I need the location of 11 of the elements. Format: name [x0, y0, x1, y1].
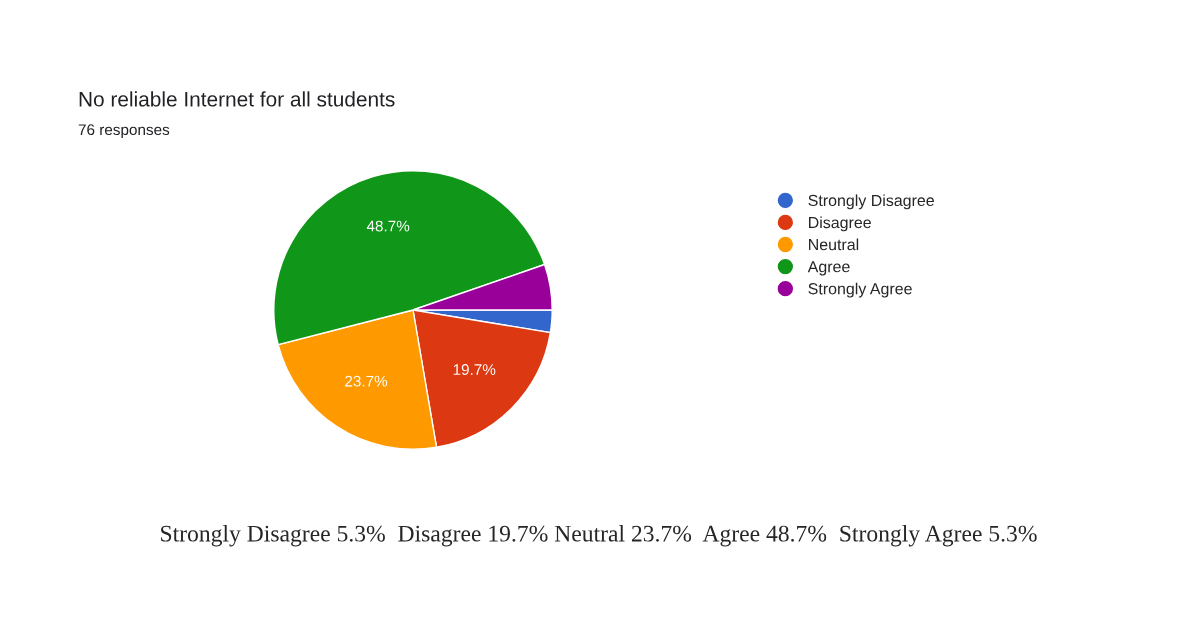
text: 76 responses: [78, 124, 170, 139]
chart-title: No reliable Internet for all students: [79, 91, 395, 107]
data-label: 23.7%: [345, 375, 388, 387]
legend-label: Disagree: [809, 216, 871, 232]
text: Strongly Disagree 5.3% Disagree 19.7% Neutral 23.7% Agree 48.7% Strongly Agree 5.3%: [161, 525, 1037, 547]
legend-label: Strongly Disagree: [808, 194, 934, 210]
data-label: 19.7%: [453, 364, 496, 375]
legend-label: Strongly Agree: [808, 282, 912, 298]
legend-label: Agree: [807, 261, 850, 276]
data-label: 48.7%: [366, 220, 410, 232]
legend-label: Neutral: [809, 238, 859, 251]
